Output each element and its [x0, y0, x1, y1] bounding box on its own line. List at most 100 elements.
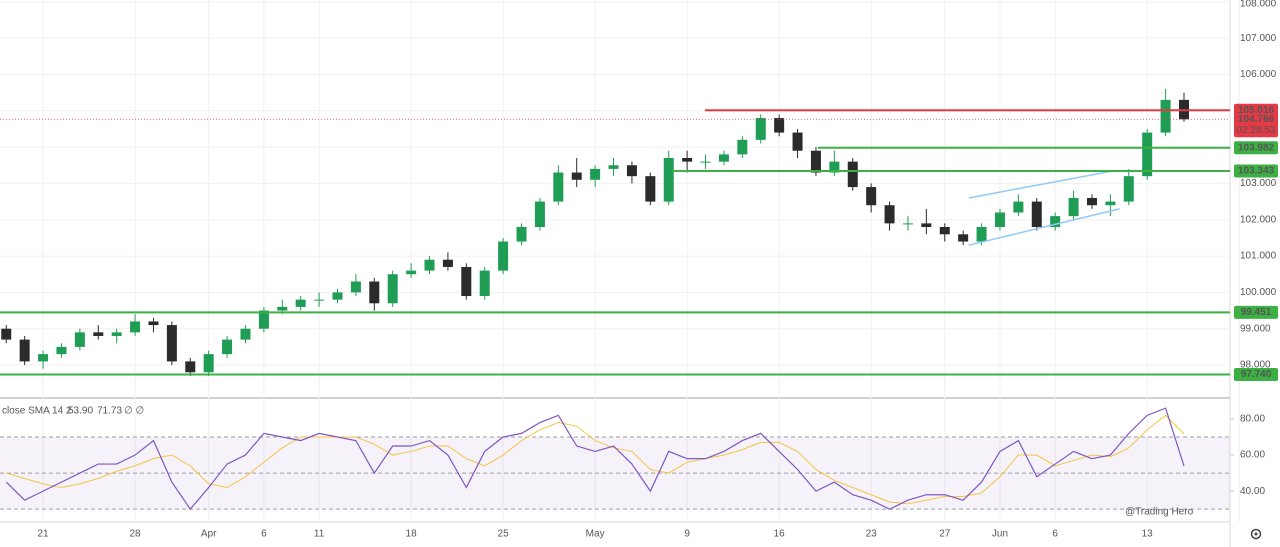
x-tick-label: 13	[1142, 529, 1154, 540]
candle-body	[700, 161, 711, 163]
level-label: 103.982	[1238, 142, 1275, 153]
rsi-value: 53.90	[68, 406, 93, 417]
level-label-box	[1234, 141, 1278, 155]
candle-body	[56, 346, 67, 355]
candle-body	[387, 274, 398, 304]
candle-body	[1068, 197, 1079, 217]
candle-body	[1160, 99, 1171, 133]
rsi-tick-label: 60.00	[1240, 450, 1265, 461]
na-values: ∅ ∅	[124, 406, 144, 417]
candle-body	[1031, 201, 1042, 228]
candle-body	[590, 168, 601, 180]
candle-body	[93, 332, 104, 336]
candle-body	[718, 154, 729, 162]
candle-body	[130, 321, 141, 333]
y-tick-label: 99.000	[1240, 323, 1271, 334]
rsi-line	[5, 407, 1185, 511]
y-tick-label: 108.000	[1240, 0, 1277, 10]
candle-body	[277, 306, 288, 311]
candle-body	[148, 321, 159, 326]
candle-body	[866, 187, 877, 206]
y-tick-label: 100.000	[1240, 287, 1277, 298]
candle-body	[1142, 132, 1153, 177]
last-price-box	[1234, 113, 1278, 138]
candle-body	[203, 354, 214, 373]
rsi-tick-label: 80.00	[1240, 414, 1265, 425]
candle-body	[847, 161, 858, 188]
candle-body	[553, 172, 564, 202]
y-tick-label: 102.000	[1240, 214, 1277, 225]
candle-body	[111, 332, 122, 336]
level-label: 99.451	[1241, 307, 1272, 318]
settings-icon[interactable]	[1250, 528, 1262, 540]
level-label: 103.343	[1238, 166, 1275, 177]
x-tick-label: 28	[130, 529, 142, 540]
candle-body	[994, 212, 1005, 228]
x-tick-label: 25	[498, 529, 510, 540]
candle-body	[884, 205, 895, 224]
level-label-box	[1234, 367, 1278, 381]
x-tick-label: 21	[37, 529, 49, 540]
x-tick-label: 6	[261, 529, 267, 540]
y-tick-label: 107.000	[1240, 33, 1277, 44]
candle-body	[921, 223, 932, 228]
x-tick-label: 11	[314, 529, 325, 540]
rsi-sma-line	[6, 414, 1185, 505]
x-tick-label: 9	[684, 529, 690, 540]
candle-body	[792, 132, 803, 151]
candle-body	[976, 227, 987, 242]
x-tick-label: Apr	[201, 529, 217, 540]
indicator-title: close SMA 14 2	[2, 406, 72, 417]
gear-center[interactable]	[1254, 532, 1258, 536]
y-tick-label: 101.000	[1240, 251, 1277, 262]
x-tick-label: 23	[866, 529, 878, 540]
level-label-box	[1234, 305, 1278, 319]
candle-body	[185, 361, 196, 373]
candle-body	[19, 339, 30, 362]
candle-body	[1123, 176, 1134, 202]
candle-body	[516, 227, 527, 242]
candle-body	[902, 223, 913, 225]
candle-body	[737, 139, 748, 155]
candle-body	[571, 172, 582, 180]
x-tick-label: May	[586, 529, 605, 540]
candle-body	[1105, 201, 1116, 206]
candle-body	[424, 259, 435, 271]
y-tick-label: 103.000	[1240, 178, 1277, 189]
rsi-tick-label: 40.00	[1240, 486, 1265, 497]
candle-body	[406, 270, 417, 275]
candle-body	[774, 118, 785, 133]
gear[interactable]	[1250, 528, 1262, 540]
candle-body	[958, 234, 969, 242]
candle-body	[461, 266, 472, 297]
candle-body	[682, 158, 693, 162]
watermark: @Trading Hero	[1125, 507, 1194, 518]
candle-body	[663, 158, 674, 202]
candle-body	[810, 150, 821, 173]
x-tick-label: 18	[406, 529, 418, 540]
candle-body	[332, 292, 343, 300]
candle-body	[1050, 216, 1061, 228]
candle-body	[829, 161, 840, 173]
candle-body	[1013, 201, 1024, 213]
candle-body	[442, 259, 453, 267]
candle-body	[479, 270, 490, 297]
channel-line	[968, 208, 1120, 246]
x-tick-label: Jun	[992, 529, 1008, 540]
sma-value: 71.73	[97, 406, 122, 417]
x-tick-label: 27	[939, 529, 951, 540]
candle-body	[74, 332, 85, 347]
candle-body	[369, 281, 380, 304]
x-tick-label: 6	[1052, 529, 1058, 540]
candle-body	[314, 299, 325, 301]
candle-body	[38, 354, 49, 362]
level-label-box	[1234, 164, 1278, 178]
candle-body	[1086, 197, 1097, 206]
candle-body	[350, 281, 361, 293]
channel-line	[968, 169, 1115, 199]
x-tick-label: 16	[774, 529, 786, 540]
candle-body	[258, 310, 269, 329]
candle-body	[608, 165, 619, 169]
